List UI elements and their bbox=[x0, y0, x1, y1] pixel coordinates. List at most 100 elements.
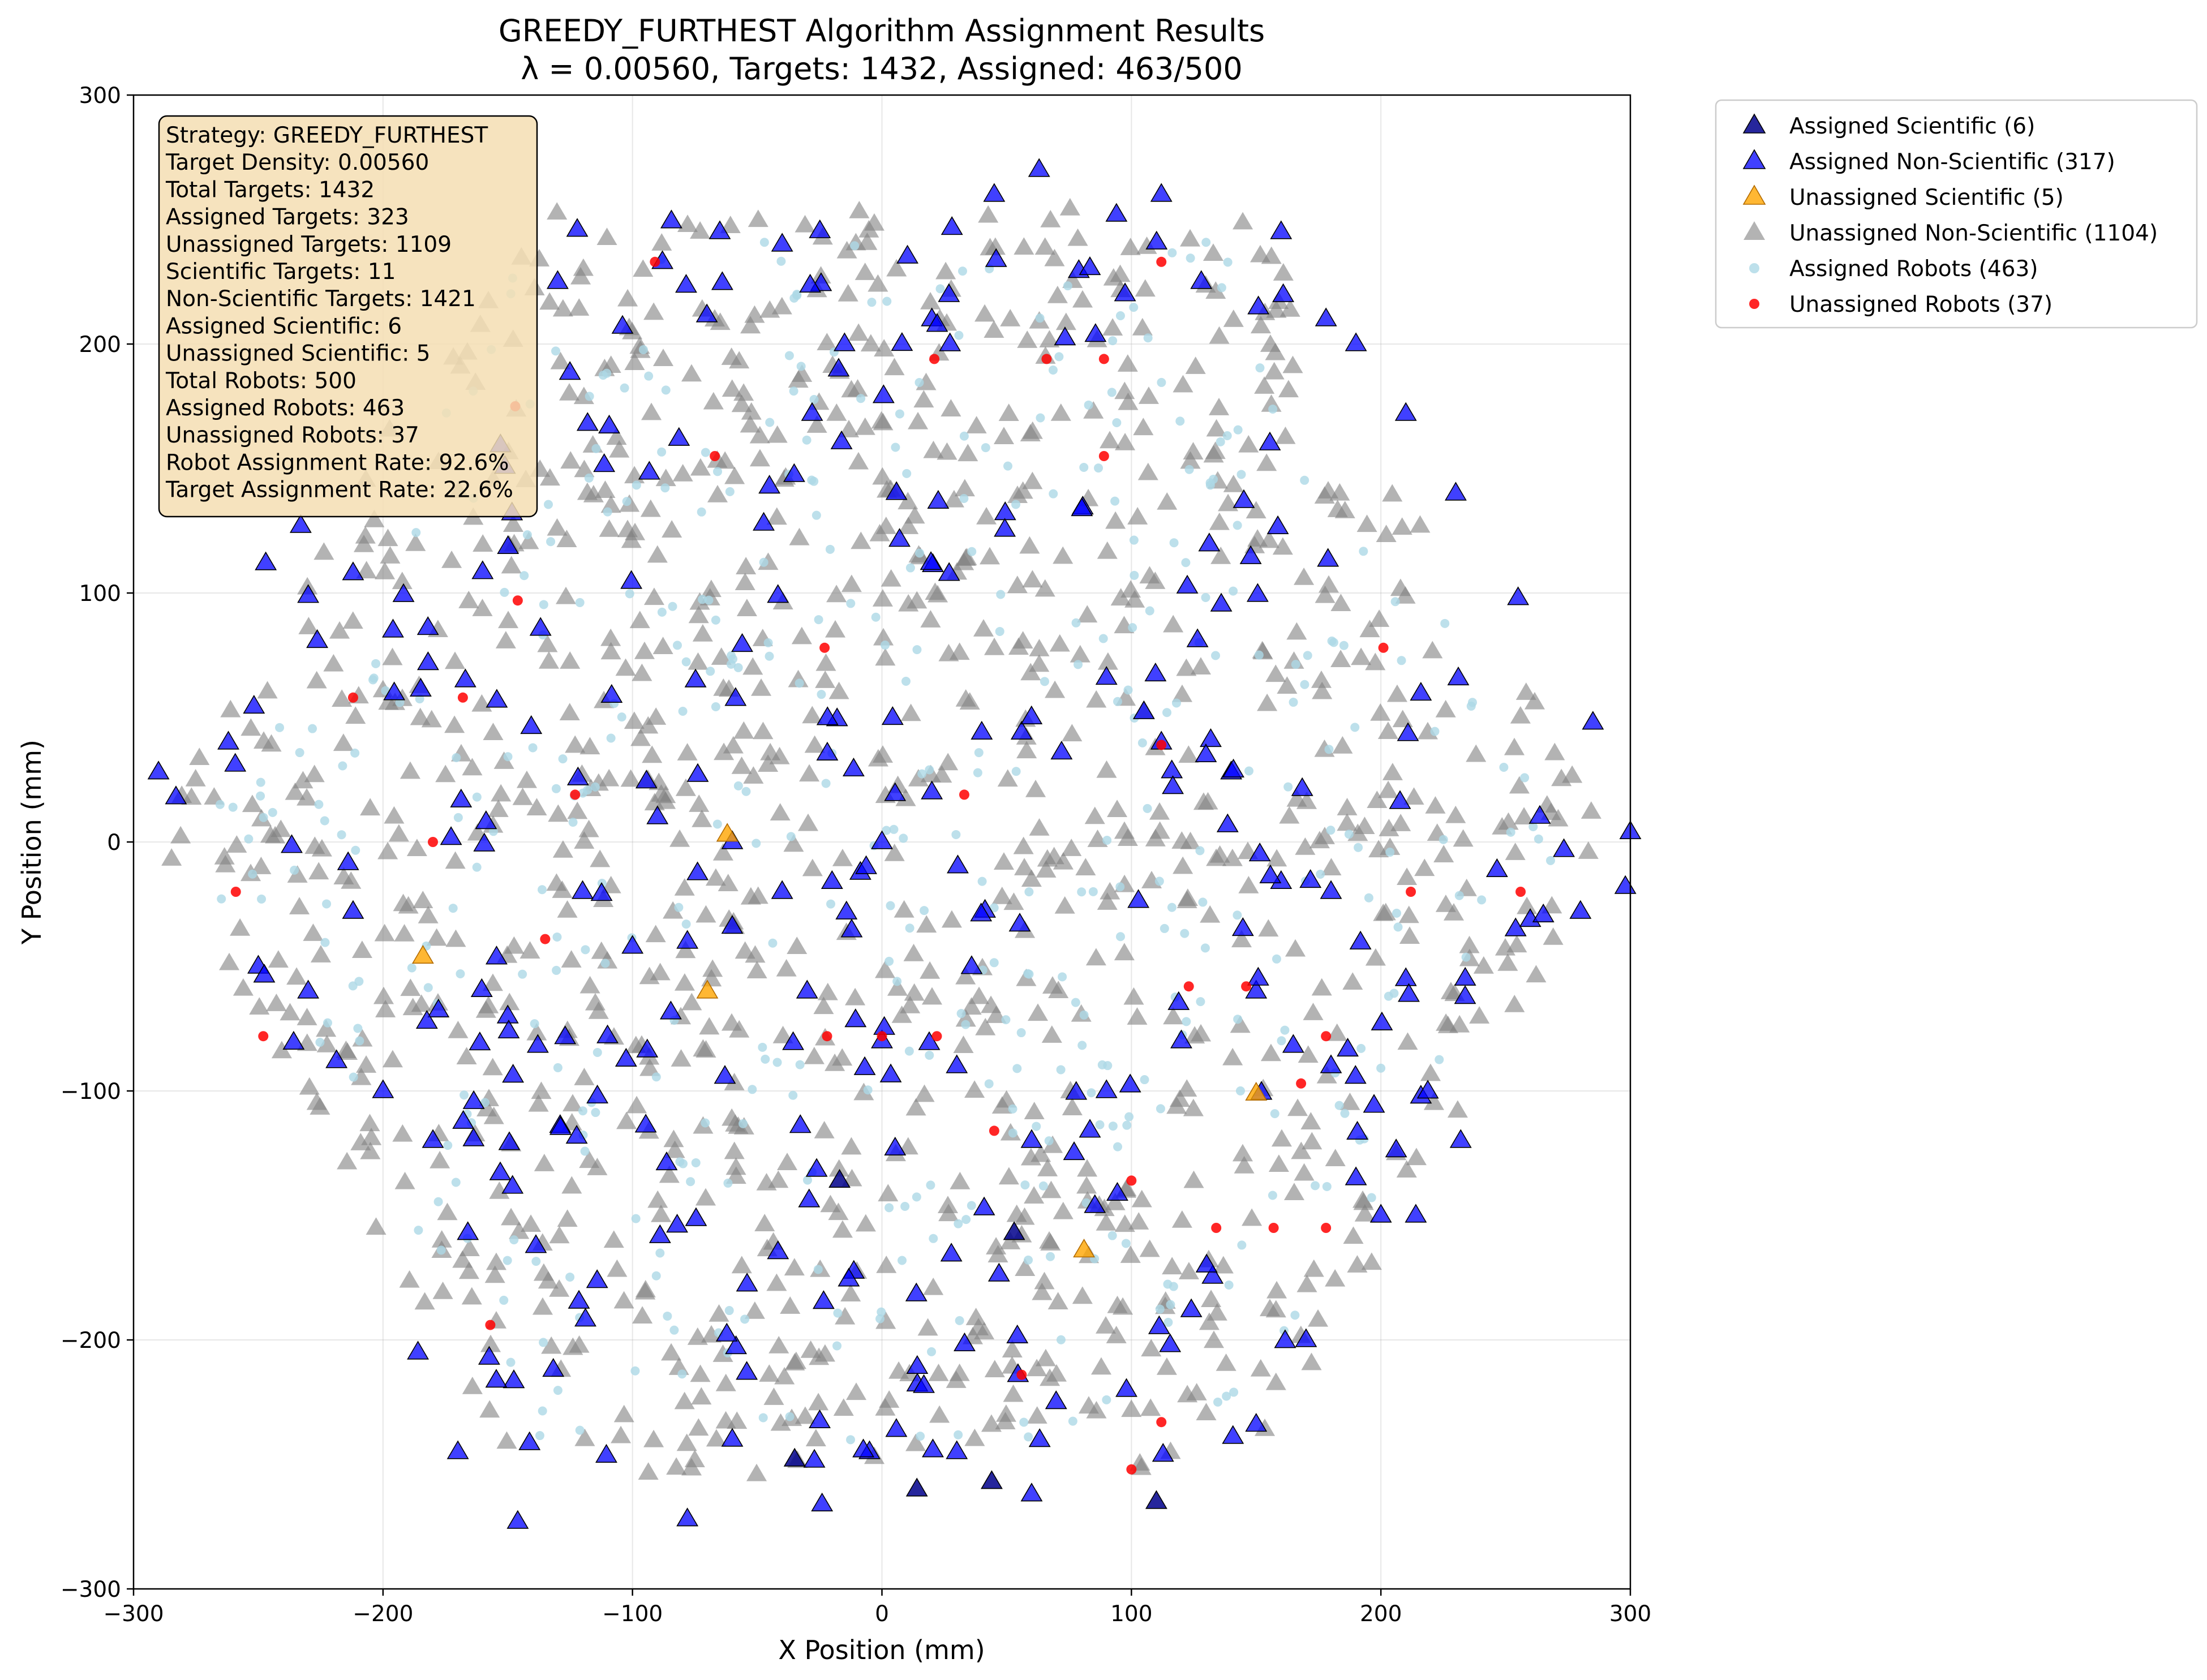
assigned-robot-marker bbox=[935, 284, 945, 294]
unassigned-non-scientific-marker bbox=[858, 220, 879, 238]
assigned-non-scientific-marker bbox=[659, 1000, 682, 1020]
assigned-non-scientific-marker bbox=[852, 1438, 875, 1458]
assigned-non-scientific-marker bbox=[253, 964, 276, 983]
unassigned-non-scientific-marker bbox=[342, 611, 363, 629]
unassigned-non-scientific-marker bbox=[733, 721, 754, 739]
unassigned-non-scientific-marker bbox=[647, 545, 668, 563]
assigned-non-scientific-marker bbox=[1245, 979, 1268, 999]
assigned-non-scientific-marker bbox=[947, 854, 969, 874]
assigned-robot-marker bbox=[1140, 1075, 1149, 1085]
unassigned-non-scientific-marker bbox=[1035, 1348, 1056, 1367]
unassigned-non-scientific-marker bbox=[1003, 1384, 1024, 1402]
unassigned-non-scientific-marker bbox=[1367, 790, 1388, 808]
assigned-non-scientific-marker bbox=[1195, 743, 1217, 763]
unassigned-non-scientific-marker bbox=[285, 782, 306, 800]
assigned-robot-marker bbox=[369, 673, 379, 683]
unassigned-non-scientific-marker bbox=[690, 221, 711, 239]
unassigned-non-scientific-marker bbox=[1283, 1183, 1305, 1201]
unassigned-non-scientific-marker bbox=[414, 1292, 435, 1310]
unassigned-non-scientific-marker bbox=[392, 1124, 413, 1142]
assigned-non-scientific-marker bbox=[655, 1151, 678, 1171]
unassigned-non-scientific-marker bbox=[1027, 1359, 1047, 1377]
assigned-non-scientific-marker bbox=[767, 584, 789, 603]
assigned-non-scientific-marker bbox=[486, 689, 508, 708]
assigned-robot-marker bbox=[1233, 1015, 1243, 1024]
assigned-robot-marker bbox=[1102, 836, 1112, 845]
assigned-non-scientific-marker bbox=[684, 668, 707, 688]
assigned-robot-marker bbox=[1233, 910, 1242, 920]
unassigned-non-scientific-marker bbox=[359, 1114, 380, 1132]
assigned-non-scientific-marker bbox=[1095, 666, 1118, 685]
assigned-robot-marker bbox=[551, 346, 561, 356]
unassigned-non-scientific-marker bbox=[724, 1141, 745, 1159]
assigned-non-scientific-marker bbox=[407, 1340, 429, 1360]
unassigned-non-scientific-marker bbox=[399, 1270, 420, 1288]
assigned-non-scientific-marker bbox=[844, 1008, 867, 1028]
assigned-robot-marker bbox=[711, 702, 720, 711]
assigned-scientific-marker bbox=[981, 1470, 1003, 1489]
unassigned-non-scientific-marker bbox=[855, 263, 875, 280]
unassigned-non-scientific-marker bbox=[651, 233, 672, 251]
unassigned-non-scientific-marker bbox=[724, 466, 745, 484]
unassigned-non-scientific-marker bbox=[1053, 546, 1074, 564]
unassigned-non-scientific-marker bbox=[1075, 858, 1096, 875]
assigned-robot-marker bbox=[539, 1338, 548, 1347]
assigned-robot-marker bbox=[1129, 303, 1139, 312]
assigned-robot-marker bbox=[1020, 1180, 1030, 1190]
assigned-non-scientific-marker bbox=[165, 785, 187, 805]
unassigned-non-scientific-marker bbox=[688, 605, 709, 624]
unassigned-non-scientific-marker bbox=[1206, 1303, 1227, 1321]
assigned-non-scientific-marker bbox=[798, 1188, 821, 1208]
unassigned-non-scientific-marker bbox=[1013, 836, 1034, 854]
unassigned-non-scientific-marker bbox=[1466, 744, 1487, 762]
unassigned-non-scientific-marker bbox=[1339, 1093, 1360, 1110]
assigned-robot-marker bbox=[877, 1307, 886, 1317]
assigned-non-scientific-marker bbox=[590, 882, 613, 901]
unassigned-non-scientific-marker bbox=[1435, 894, 1456, 912]
unassigned-non-scientific-marker bbox=[574, 831, 595, 849]
unassigned-non-scientific-marker bbox=[905, 1098, 926, 1116]
unassigned-non-scientific-marker bbox=[1397, 867, 1418, 885]
unassigned-non-scientific-marker bbox=[233, 978, 254, 996]
unassigned-non-scientific-marker bbox=[968, 986, 990, 1004]
assigned-non-scientific-marker bbox=[685, 1207, 707, 1226]
assigned-robot-marker bbox=[1023, 969, 1033, 978]
unassigned-non-scientific-marker bbox=[1414, 858, 1435, 876]
unassigned-non-scientific-marker bbox=[620, 769, 641, 787]
assigned-non-scientific-marker bbox=[853, 1056, 876, 1075]
assigned-robot-marker bbox=[884, 1203, 894, 1213]
assigned-non-scientific-marker bbox=[1145, 230, 1168, 250]
unassigned-non-scientific-marker bbox=[596, 227, 617, 246]
assigned-robot-marker bbox=[895, 409, 904, 419]
unassigned-non-scientific-marker bbox=[1213, 1256, 1234, 1274]
unassigned-non-scientific-marker bbox=[1034, 1271, 1055, 1290]
assigned-robot-marker bbox=[1048, 366, 1058, 375]
assigned-robot-marker bbox=[1074, 660, 1083, 669]
assigned-robot-marker bbox=[1068, 1416, 1077, 1426]
unassigned-non-scientific-marker bbox=[1157, 492, 1178, 510]
statistics-line: Robot Assignment Rate: 92.6% bbox=[166, 450, 509, 475]
unassigned-non-scientific-marker bbox=[445, 851, 466, 869]
assigned-robot-marker bbox=[1143, 333, 1153, 343]
unassigned-non-scientific-marker bbox=[998, 1167, 1019, 1185]
unassigned-robot-marker bbox=[1041, 354, 1052, 364]
unassigned-non-scientific-marker bbox=[1047, 1292, 1068, 1310]
unassigned-non-scientific-marker bbox=[555, 586, 577, 604]
assigned-non-scientific-marker bbox=[1119, 1073, 1141, 1093]
assigned-robot-marker bbox=[882, 826, 891, 835]
assigned-non-scientific-marker bbox=[452, 1110, 475, 1129]
unassigned-non-scientific-marker bbox=[607, 1259, 628, 1277]
assigned-robot-marker bbox=[1233, 521, 1242, 530]
assigned-robot-marker bbox=[1300, 680, 1309, 689]
unassigned-non-scientific-marker bbox=[1085, 948, 1106, 966]
unassigned-non-scientific-marker bbox=[1100, 431, 1120, 449]
unassigned-non-scientific-marker bbox=[249, 997, 270, 1015]
unassigned-non-scientific-marker bbox=[1127, 1007, 1148, 1025]
unassigned-non-scientific-marker bbox=[393, 893, 414, 912]
unassigned-non-scientific-marker bbox=[676, 1433, 697, 1451]
unassigned-non-scientific-marker bbox=[729, 351, 750, 369]
assigned-robot-marker bbox=[1359, 547, 1368, 556]
assigned-non-scientific-marker bbox=[1127, 889, 1150, 908]
unassigned-non-scientific-marker bbox=[770, 1413, 791, 1431]
unassigned-non-scientific-marker bbox=[304, 764, 325, 783]
